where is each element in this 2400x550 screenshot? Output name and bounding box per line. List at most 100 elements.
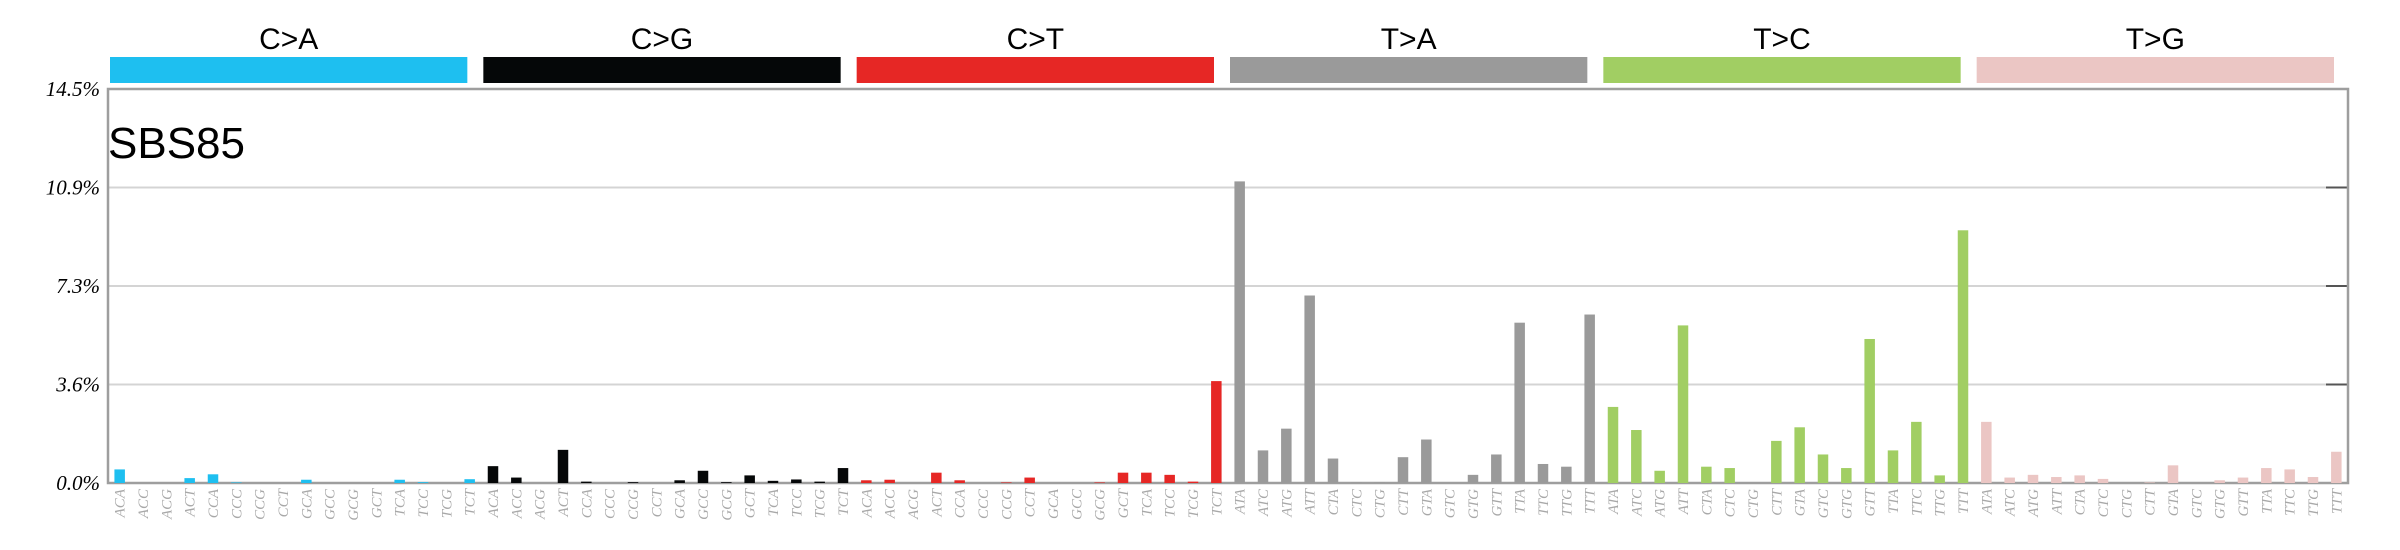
x-tick-label: ATT <box>2049 487 2065 515</box>
x-tick-label: ACC <box>509 488 525 519</box>
x-tick-label: TCT <box>836 487 852 515</box>
bar <box>2027 474 2039 483</box>
y-tick-label: 0.0% <box>56 471 100 495</box>
bar <box>1864 338 1875 483</box>
bar <box>1631 430 1642 483</box>
x-tick-label: GCC <box>1069 488 1085 520</box>
x-tick-label: ATT <box>1676 487 1692 515</box>
mutation-type-label: T>C <box>1753 23 1811 56</box>
mutation-type-bands: C>A C>G C>T T>A T>C T>G <box>110 23 2334 83</box>
x-axis-labels: ACA ACC ACG ACT CCA CCC CCG CCT GCA GCC GCG GCT TCA T… <box>113 487 2346 520</box>
bar <box>884 479 895 483</box>
bar <box>1281 428 1292 483</box>
mutation-type-band <box>1603 57 1961 83</box>
bar <box>1817 454 1829 483</box>
bar <box>114 469 125 483</box>
x-tick-label: CTG <box>2119 489 2135 518</box>
bar <box>954 480 965 483</box>
bar <box>1911 421 1922 483</box>
x-tick-label: CTT <box>2143 487 2159 515</box>
x-tick-label: TTA <box>1513 488 1529 514</box>
bar <box>2237 477 2249 483</box>
x-tick-label: TCG <box>813 489 829 518</box>
bar <box>1654 470 1665 483</box>
bar <box>1117 472 1129 483</box>
x-tick-label: TCC <box>789 488 805 517</box>
bar <box>1304 295 1315 483</box>
y-axis-ticks: 0.0% 3.6% 7.3% 10.9% 14.5% <box>46 77 100 495</box>
x-tick-label: ACT <box>183 487 199 517</box>
bar <box>2167 465 2179 483</box>
x-tick-label: GTG <box>1466 489 1482 519</box>
bar <box>1584 314 1595 483</box>
bar <box>581 481 592 483</box>
x-tick-label: CCT <box>649 487 665 517</box>
bar <box>1257 450 1269 483</box>
bar <box>231 482 242 483</box>
bar <box>2261 468 2272 483</box>
x-tick-label: ACT <box>556 487 572 517</box>
x-tick-label: CTG <box>1373 489 1389 518</box>
x-tick-label: TTG <box>2306 489 2322 517</box>
bar <box>1164 474 1175 483</box>
x-tick-label: GCT <box>1116 487 1132 518</box>
x-tick-label: GCC <box>696 488 712 520</box>
x-tick-label: ATT <box>1303 487 1319 515</box>
x-tick-label: TTC <box>1909 488 1925 516</box>
bar <box>1234 181 1245 483</box>
bar <box>1607 406 1619 483</box>
x-tick-label: CCG <box>999 489 1015 520</box>
x-tick-label: TTA <box>1886 488 1902 514</box>
plot-frame <box>106 87 2350 485</box>
x-tick-label: ACA <box>859 488 875 518</box>
x-tick-label: TTC <box>2283 488 2299 516</box>
x-tick-label: CCG <box>626 489 642 520</box>
x-tick-label: CCA <box>953 488 969 518</box>
bar <box>2097 478 2109 483</box>
bar <box>1024 477 1035 483</box>
bar <box>697 470 709 483</box>
bar <box>1351 482 1362 483</box>
x-tick-label: TCT <box>463 487 479 515</box>
bar <box>1327 458 1339 483</box>
x-tick-label: CTT <box>1769 487 1785 515</box>
x-tick-label: ACT <box>929 487 945 517</box>
x-tick-label: GTT <box>1489 487 1505 516</box>
bar <box>487 466 499 483</box>
x-tick-label: CTG <box>1746 489 1762 518</box>
x-tick-label: ATA <box>1606 488 1622 515</box>
x-tick-label: ACC <box>136 488 152 519</box>
x-tick-label: TCT <box>1209 487 1225 515</box>
x-tick-label: GCA <box>299 488 315 519</box>
y-tick-label: 3.6% <box>55 373 100 397</box>
x-tick-label: TTT <box>2329 487 2345 514</box>
x-tick-label: TCC <box>1163 488 1179 517</box>
x-tick-label: CTC <box>2096 488 2112 517</box>
bar <box>2004 477 2015 483</box>
x-tick-label: CCC <box>229 488 245 519</box>
mutation-type-band <box>1976 57 2334 83</box>
bar <box>1981 421 1992 483</box>
x-tick-label: TCA <box>766 488 782 516</box>
x-tick-label: TTT <box>1956 487 1972 514</box>
bar <box>1421 439 1432 483</box>
x-tick-label: TTA <box>2259 488 2275 514</box>
x-tick-label: CCT <box>1023 487 1039 517</box>
x-tick-label: ACG <box>906 489 922 520</box>
bar <box>1001 482 1012 483</box>
x-tick-label: GTG <box>2213 489 2229 519</box>
x-tick-label: ATC <box>1256 488 1272 517</box>
bar <box>511 477 522 483</box>
bar <box>2331 451 2342 483</box>
x-tick-label: GTG <box>1839 489 1855 519</box>
bar <box>1211 381 1222 483</box>
bar <box>1491 454 1502 483</box>
mutation-type-band <box>483 57 841 83</box>
x-tick-label: TTG <box>1559 489 1575 517</box>
bar <box>1187 481 1199 483</box>
bar <box>1374 482 1385 483</box>
x-tick-label: GTC <box>1816 488 1832 518</box>
x-tick-label: GTA <box>2166 488 2182 516</box>
bar <box>417 482 429 483</box>
